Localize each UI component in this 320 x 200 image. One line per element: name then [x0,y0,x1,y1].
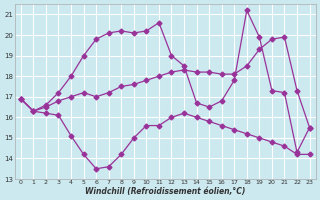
X-axis label: Windchill (Refroidissement éolien,°C): Windchill (Refroidissement éolien,°C) [85,187,245,196]
